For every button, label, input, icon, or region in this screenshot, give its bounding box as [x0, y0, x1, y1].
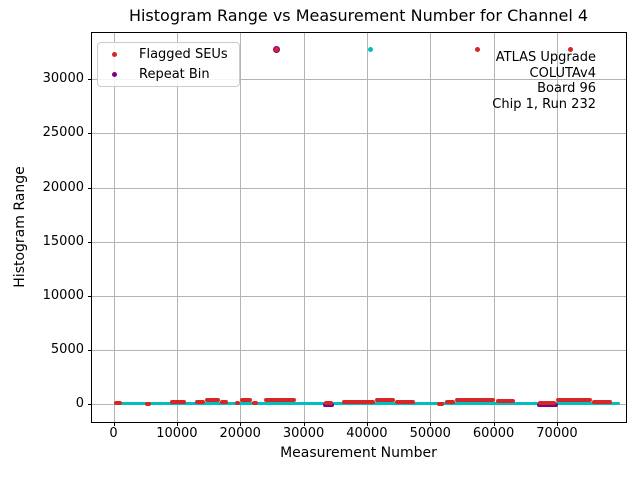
y-gridline [92, 187, 626, 189]
legend-label-flagged-seus: Flagged SEUs [139, 47, 228, 63]
x-tick-mark [556, 422, 558, 426]
y-gridline [92, 133, 626, 135]
scatter-point-flagged [273, 47, 279, 53]
y-tick-mark [88, 295, 92, 297]
x-gridline [366, 33, 368, 422]
flagged-seu-segment [375, 398, 396, 403]
x-gridline [176, 33, 178, 422]
flagged-seu-segment [591, 400, 613, 404]
flagged-seu-segment [537, 400, 557, 405]
y-tick-label: 0 [75, 395, 84, 411]
repeat-bin-marker-icon [112, 71, 117, 77]
x-tick-mark [113, 422, 115, 426]
x-tick-mark [303, 422, 305, 426]
y-tick-mark [88, 349, 92, 351]
flagged-seu-segment [342, 400, 376, 404]
y-tick-label: 20000 [42, 179, 84, 195]
flagged-seu-segment [195, 400, 205, 404]
x-tick-label: 70000 [536, 426, 578, 441]
flagged-seus-marker-icon [112, 52, 117, 58]
y-tick-label: 30000 [42, 71, 84, 87]
x-tick-label: 60000 [472, 426, 515, 441]
chart-title: Histogram Range vs Measurement Number fo… [128, 6, 589, 25]
y-tick-mark [88, 241, 92, 243]
x-tick-mark [176, 422, 178, 426]
x-axis-label: Measurement Number [280, 445, 437, 461]
x-tick-label: 10000 [156, 426, 198, 441]
y-tick-mark [88, 403, 92, 405]
scatter-point-measurement [368, 47, 374, 53]
flagged-seu-segment [264, 398, 296, 403]
y-gridline [92, 349, 626, 351]
plot-border [91, 32, 627, 423]
y-tick-label: 15000 [42, 233, 84, 249]
flagged-seu-segment [219, 400, 229, 404]
y-gridline [92, 79, 626, 81]
y-tick-label: 25000 [42, 125, 84, 141]
annotation-line-2: COLUTAv4 [529, 65, 596, 81]
y-tick-label: 10000 [42, 287, 84, 303]
flagged-seu-segment [324, 401, 334, 406]
flagged-seu-segment [556, 398, 592, 403]
legend-item-flagged-seus: Flagged SEUs [107, 47, 239, 62]
scatter-point-flagged [567, 47, 573, 53]
x-tick-label: 50000 [409, 426, 451, 441]
flagged-seu-segment [454, 397, 496, 402]
x-tick-mark [366, 422, 368, 426]
x-tick-label: 40000 [346, 426, 388, 441]
x-tick-label: 0 [109, 426, 118, 441]
annotation-line-3: Board 96 [537, 81, 596, 96]
x-tick-mark [430, 422, 432, 426]
x-gridline [493, 33, 495, 422]
legend-item-repeat-bin: Repeat Bin [107, 67, 239, 82]
flagged-seu-segment [445, 400, 455, 404]
x-tick-mark [493, 422, 495, 426]
flagged-seu-segment [252, 400, 258, 405]
y-gridline [92, 295, 626, 297]
annotation-line-4: Chip 1, Run 232 [492, 96, 596, 112]
y-tick-mark [88, 79, 92, 81]
flagged-seu-segment [395, 400, 416, 404]
x-gridline [113, 33, 115, 422]
flagged-seu-segment [144, 401, 152, 406]
legend-label-repeat-bin: Repeat Bin [139, 66, 210, 82]
flagged-seu-segment [495, 399, 516, 404]
y-gridline [92, 241, 626, 243]
x-tick-mark [240, 422, 242, 426]
y-tick-mark [88, 133, 92, 135]
y-tick-mark [88, 187, 92, 189]
x-gridline [240, 33, 242, 422]
x-gridline [430, 33, 432, 422]
flagged-seu-segment [240, 398, 253, 403]
flagged-seu-segment [204, 398, 220, 403]
flagged-seu-segment [113, 400, 123, 405]
x-tick-label: 20000 [219, 426, 261, 441]
x-gridline [556, 33, 558, 422]
annotation-block: ATLAS Upgrade COLUTAv4 Board 96 Chip 1, … [492, 50, 596, 112]
flagged-seu-segment [235, 400, 241, 405]
y-tick-label: 5000 [50, 341, 84, 357]
scatter-point-flagged [475, 47, 481, 53]
flagged-seu-segment [169, 400, 187, 404]
x-tick-label: 30000 [282, 426, 325, 441]
annotation-line-1: ATLAS Upgrade [495, 50, 596, 65]
flagged-seu-segment [437, 401, 444, 406]
legend: Flagged SEUs Repeat Bin [97, 42, 240, 87]
repeat-bin-segment [536, 403, 559, 408]
x-gridline [303, 33, 305, 422]
